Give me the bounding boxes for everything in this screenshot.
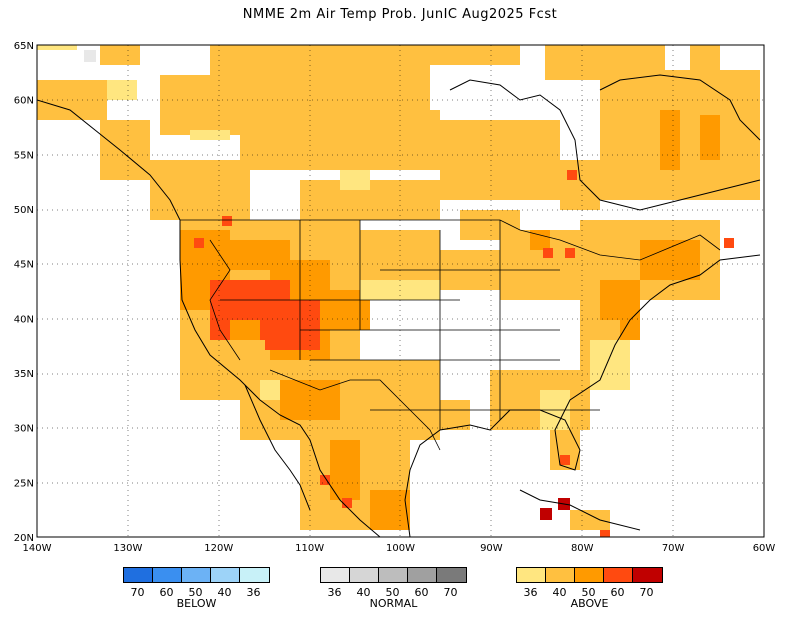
- lat-tick-label: 45N: [14, 260, 34, 271]
- legend-value-label: 70: [443, 586, 458, 599]
- legend-swatch: [546, 568, 575, 582]
- lat-tick-label: 55N: [14, 150, 34, 161]
- legend-swatch: [182, 568, 211, 582]
- lat-tick-label: 50N: [14, 205, 34, 216]
- legend-swatch: [408, 568, 437, 582]
- lat-tick-label: 30N: [14, 424, 34, 435]
- legend-normal-labels: 36 40 50 60 70: [320, 586, 467, 599]
- legend-value-label: 40: [552, 586, 567, 599]
- longitude-ticks: 140W 130W 120W 110W 100W 90W 80W 70W 60W: [23, 543, 776, 554]
- legend-swatch: [379, 568, 408, 582]
- legend-swatch: [124, 568, 153, 582]
- legend-above-labels: 36 40 50 60 70: [516, 586, 663, 599]
- legend-below: 70 60 50 40 36 BELOW: [123, 567, 270, 610]
- lon-tick-label: 90W: [480, 543, 503, 554]
- legend-swatch: [604, 568, 633, 582]
- lat-tick-label: 25N: [14, 478, 34, 489]
- legend-value-label: 36: [327, 586, 342, 599]
- legend-swatch: [321, 568, 350, 582]
- legend-value-label: 60: [159, 586, 174, 599]
- legend-value-label: 50: [581, 586, 596, 599]
- legend-below-swatches: [123, 567, 270, 583]
- legend-above: 36 40 50 60 70 ABOVE: [516, 567, 663, 610]
- lon-tick-label: 70W: [662, 543, 685, 554]
- lon-tick-label: 110W: [295, 543, 324, 554]
- lon-tick-label: 80W: [571, 543, 594, 554]
- latitude-ticks: 65N 60N 55N 50N 45N 40N 35N 30N 25N 20N: [14, 41, 34, 544]
- legend-value-label: 40: [356, 586, 371, 599]
- lon-tick-label: 130W: [113, 543, 142, 554]
- legend-swatch: [437, 568, 466, 582]
- legend-swatch: [575, 568, 604, 582]
- graticule: [37, 45, 764, 537]
- legend-swatch: [153, 568, 182, 582]
- legend-swatch: [633, 568, 662, 582]
- legend-normal-caption: NORMAL: [369, 597, 418, 610]
- legend-above-swatches: [516, 567, 663, 583]
- map-frame: [36, 44, 765, 538]
- lat-tick-label: 65N: [14, 41, 34, 52]
- legend-value-label: 70: [639, 586, 654, 599]
- legend-below-caption: BELOW: [176, 597, 217, 610]
- coastlines: [37, 74, 761, 537]
- lat-tick-label: 40N: [14, 314, 34, 325]
- lon-tick-label: 60W: [753, 543, 776, 554]
- legend-value-label: 60: [414, 586, 429, 599]
- legend-value-label: 40: [217, 586, 232, 599]
- legend-value-label: 60: [610, 586, 625, 599]
- lat-tick-label: 35N: [14, 369, 34, 380]
- map-title: NMME 2m Air Temp Prob. JunIC Aug2025 Fcs…: [242, 7, 558, 22]
- legend-below-labels: 70 60 50 40 36: [123, 586, 270, 599]
- lon-tick-label: 100W: [386, 543, 415, 554]
- legend-normal: 36 40 50 60 70 NORMAL: [320, 567, 467, 610]
- legend-value-label: 70: [130, 586, 145, 599]
- legend-value-label: 50: [385, 586, 400, 599]
- legend-value-label: 50: [188, 586, 203, 599]
- legend-swatch: [240, 568, 269, 582]
- legend-value-label: 36: [523, 586, 538, 599]
- lon-tick-label: 120W: [204, 543, 233, 554]
- legend-above-caption: ABOVE: [570, 597, 609, 610]
- legend-swatch: [517, 568, 546, 582]
- legend-normal-swatches: [320, 567, 467, 583]
- lon-tick-label: 140W: [23, 543, 52, 554]
- probability-field: [37, 45, 760, 537]
- legend-value-label: 36: [246, 586, 261, 599]
- lat-tick-label: 20N: [14, 533, 34, 544]
- lat-tick-label: 60N: [14, 96, 34, 107]
- legend-swatch: [350, 568, 379, 582]
- legend-swatch: [211, 568, 240, 582]
- political-boundaries: [180, 219, 721, 451]
